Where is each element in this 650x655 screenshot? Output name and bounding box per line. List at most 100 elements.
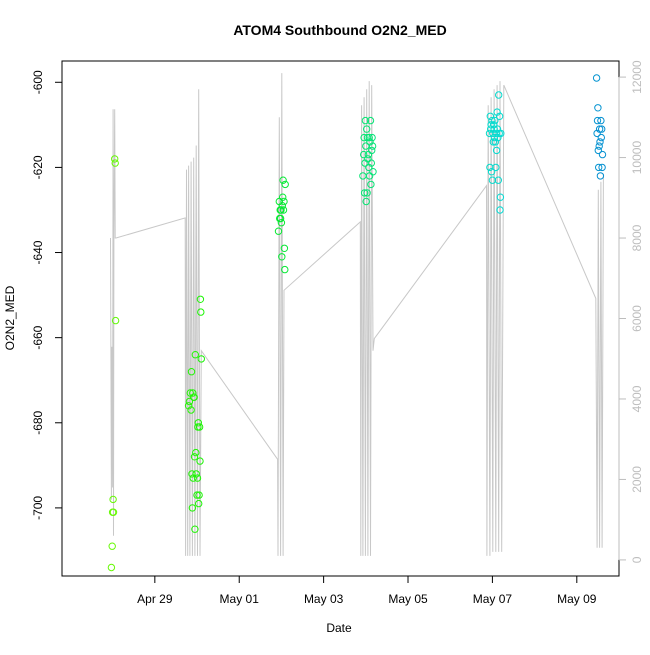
- data-point: [495, 112, 504, 121]
- data-point: [369, 168, 377, 176]
- data-point: [195, 499, 203, 508]
- scatter-series: [107, 74, 607, 572]
- y-left-tick-label: -660: [31, 325, 45, 349]
- data-point: [189, 389, 197, 397]
- chart-title: ATOM4 Southbound O2N2_MED: [233, 22, 446, 38]
- data-point: [597, 116, 605, 125]
- y-axis-label: O2N2_MED: [3, 285, 17, 350]
- data-point: [194, 419, 203, 427]
- data-point: [278, 253, 286, 261]
- data-point: [109, 495, 117, 504]
- y-right-tick-label: 12000: [630, 60, 644, 94]
- data-point: [363, 189, 371, 197]
- x-tick-label: May 03: [304, 592, 344, 606]
- data-point: [596, 172, 605, 180]
- data-point: [281, 180, 289, 189]
- y-right-tick-label: 0: [630, 556, 644, 563]
- data-point: [486, 112, 494, 121]
- data-point: [496, 206, 504, 214]
- data-point: [187, 368, 196, 376]
- data-point: [594, 104, 602, 112]
- y-right-tick-label: 6000: [630, 305, 644, 332]
- data-point: [109, 508, 118, 516]
- y-axis-right: 0 2000 4000 6000 8000 10000 12000: [618, 60, 644, 563]
- y-axis-left: -600 -620 -640 -660 -680 -700: [31, 70, 63, 520]
- data-point: [279, 176, 287, 184]
- data-point: [108, 542, 116, 550]
- data-point: [365, 163, 373, 172]
- data-point: [488, 116, 496, 125]
- data-point: [191, 525, 199, 533]
- data-point: [368, 146, 376, 155]
- data-point: [197, 308, 205, 316]
- data-point: [597, 133, 605, 142]
- data-point: [190, 393, 198, 401]
- data-point: [490, 133, 499, 142]
- data-point: [190, 453, 199, 461]
- data-point: [492, 129, 500, 138]
- data-point: [491, 116, 499, 125]
- data-point: [111, 155, 119, 163]
- line-series: [110, 73, 604, 556]
- data-point: [360, 133, 368, 142]
- x-tick-label: May 01: [220, 592, 260, 606]
- y-right-tick-label: 10000: [630, 141, 644, 175]
- data-point: [592, 74, 601, 82]
- data-point: [361, 116, 370, 125]
- data-point: [367, 180, 375, 189]
- data-point: [195, 423, 204, 431]
- data-point: [598, 163, 606, 172]
- data-point: [368, 142, 377, 150]
- data-point: [193, 491, 201, 499]
- y-right-tick-label: 2000: [630, 466, 644, 493]
- data-point: [495, 91, 503, 99]
- data-point: [492, 146, 501, 155]
- x-axis: Apr 29 May 01 May 03 May 05 May 07 May 09: [137, 575, 597, 606]
- y-left-tick-label: -700: [31, 496, 45, 520]
- data-point: [493, 108, 501, 116]
- data-point: [195, 491, 203, 499]
- data-point: [494, 176, 502, 184]
- data-point: [365, 133, 373, 142]
- data-point: [279, 193, 287, 201]
- data-point: [192, 470, 200, 478]
- data-point: [368, 133, 376, 142]
- data-point: [277, 206, 285, 214]
- data-point: [187, 406, 195, 414]
- data-point: [277, 219, 286, 227]
- data-point: [595, 163, 603, 172]
- data-point: [489, 138, 497, 146]
- data-point: [188, 504, 197, 512]
- data-point: [197, 355, 206, 363]
- y-left-tick-label: -640: [31, 240, 45, 264]
- data-point: [366, 116, 375, 125]
- data-point: [274, 227, 283, 235]
- data-point: [196, 457, 204, 465]
- data-point: [111, 159, 119, 167]
- data-point: [360, 189, 369, 197]
- data-point: [184, 402, 193, 410]
- data-point: [490, 125, 498, 133]
- y-right-tick-label: 8000: [630, 224, 644, 251]
- data-point: [281, 265, 289, 274]
- data-point: [490, 121, 498, 129]
- data-point: [487, 168, 496, 176]
- data-point: [598, 150, 607, 159]
- data-point: [363, 125, 371, 133]
- x-tick-label: Apr 29: [137, 592, 173, 606]
- data-point: [280, 197, 288, 206]
- y-left-tick-label: -600: [31, 70, 45, 94]
- data-point: [593, 116, 602, 125]
- data-point: [594, 146, 602, 155]
- data-point: [279, 206, 288, 214]
- data-point: [491, 138, 500, 146]
- x-tick-label: May 09: [557, 592, 597, 606]
- data-point: [596, 138, 604, 146]
- data-point: [360, 150, 368, 159]
- x-axis-label: Date: [326, 621, 352, 635]
- data-point: [362, 197, 370, 206]
- x-tick-label: May 05: [388, 592, 428, 606]
- data-point: [593, 129, 601, 138]
- series-line: [110, 73, 604, 556]
